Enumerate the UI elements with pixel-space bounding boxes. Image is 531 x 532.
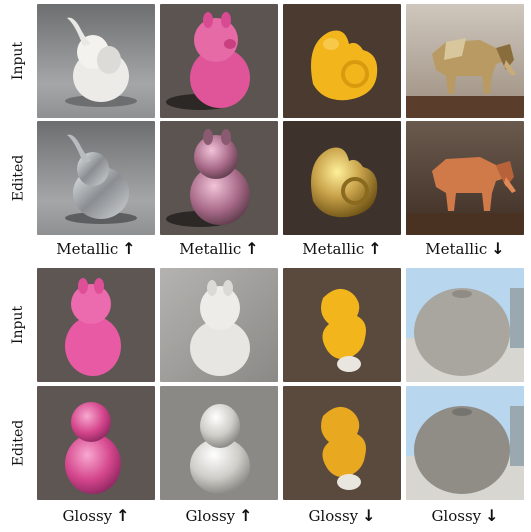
arrow-up-icon: ↑ — [122, 239, 136, 258]
tile-bottom-edited-3 — [283, 386, 401, 500]
tile-bottom-edited-2 — [160, 386, 278, 500]
row-label-input-top: Input — [10, 41, 26, 81]
tile-top-edited-1 — [37, 121, 155, 235]
tile-top-input-1 — [37, 4, 155, 118]
tile-bottom-edited-1 — [37, 386, 155, 500]
tile-top-input-2 — [160, 4, 278, 118]
caption-bottom-3: Glossy ↓ — [308, 506, 376, 525]
tile-bottom-input-4 — [406, 268, 524, 382]
arrow-up-icon: ↑ — [245, 239, 259, 258]
caption-bottom-1: Glossy ↑ — [62, 506, 130, 525]
tile-top-edited-3 — [283, 121, 401, 235]
tile-bottom-input-2 — [160, 268, 278, 382]
tile-bottom-input-1 — [37, 268, 155, 382]
row-label-edited-bottom: Edited — [10, 419, 27, 467]
tile-top-input-3 — [283, 4, 401, 118]
tile-top-edited-2 — [160, 121, 278, 235]
tile-top-input-4 — [406, 4, 524, 118]
caption-top-1: Metallic ↑ — [56, 239, 136, 258]
tile-bottom-edited-4 — [406, 386, 524, 500]
caption-top-2: Metallic ↑ — [179, 239, 259, 258]
arrow-down-icon: ↓ — [485, 506, 499, 525]
arrow-down-icon: ↓ — [491, 239, 505, 258]
caption-top-4: Metallic ↓ — [425, 239, 505, 258]
caption-top-3: Metallic ↑ — [302, 239, 382, 258]
caption-bottom-2: Glossy ↑ — [185, 506, 253, 525]
row-label-edited-top: Edited — [10, 154, 27, 202]
arrow-up-icon: ↑ — [116, 506, 130, 525]
arrow-down-icon: ↓ — [362, 506, 376, 525]
tile-bottom-input-3 — [283, 268, 401, 382]
row-label-input-bottom: Input — [10, 305, 26, 345]
arrow-up-icon: ↑ — [368, 239, 382, 258]
tile-top-edited-4 — [406, 121, 524, 235]
caption-bottom-4: Glossy ↓ — [431, 506, 499, 525]
arrow-up-icon: ↑ — [239, 506, 253, 525]
